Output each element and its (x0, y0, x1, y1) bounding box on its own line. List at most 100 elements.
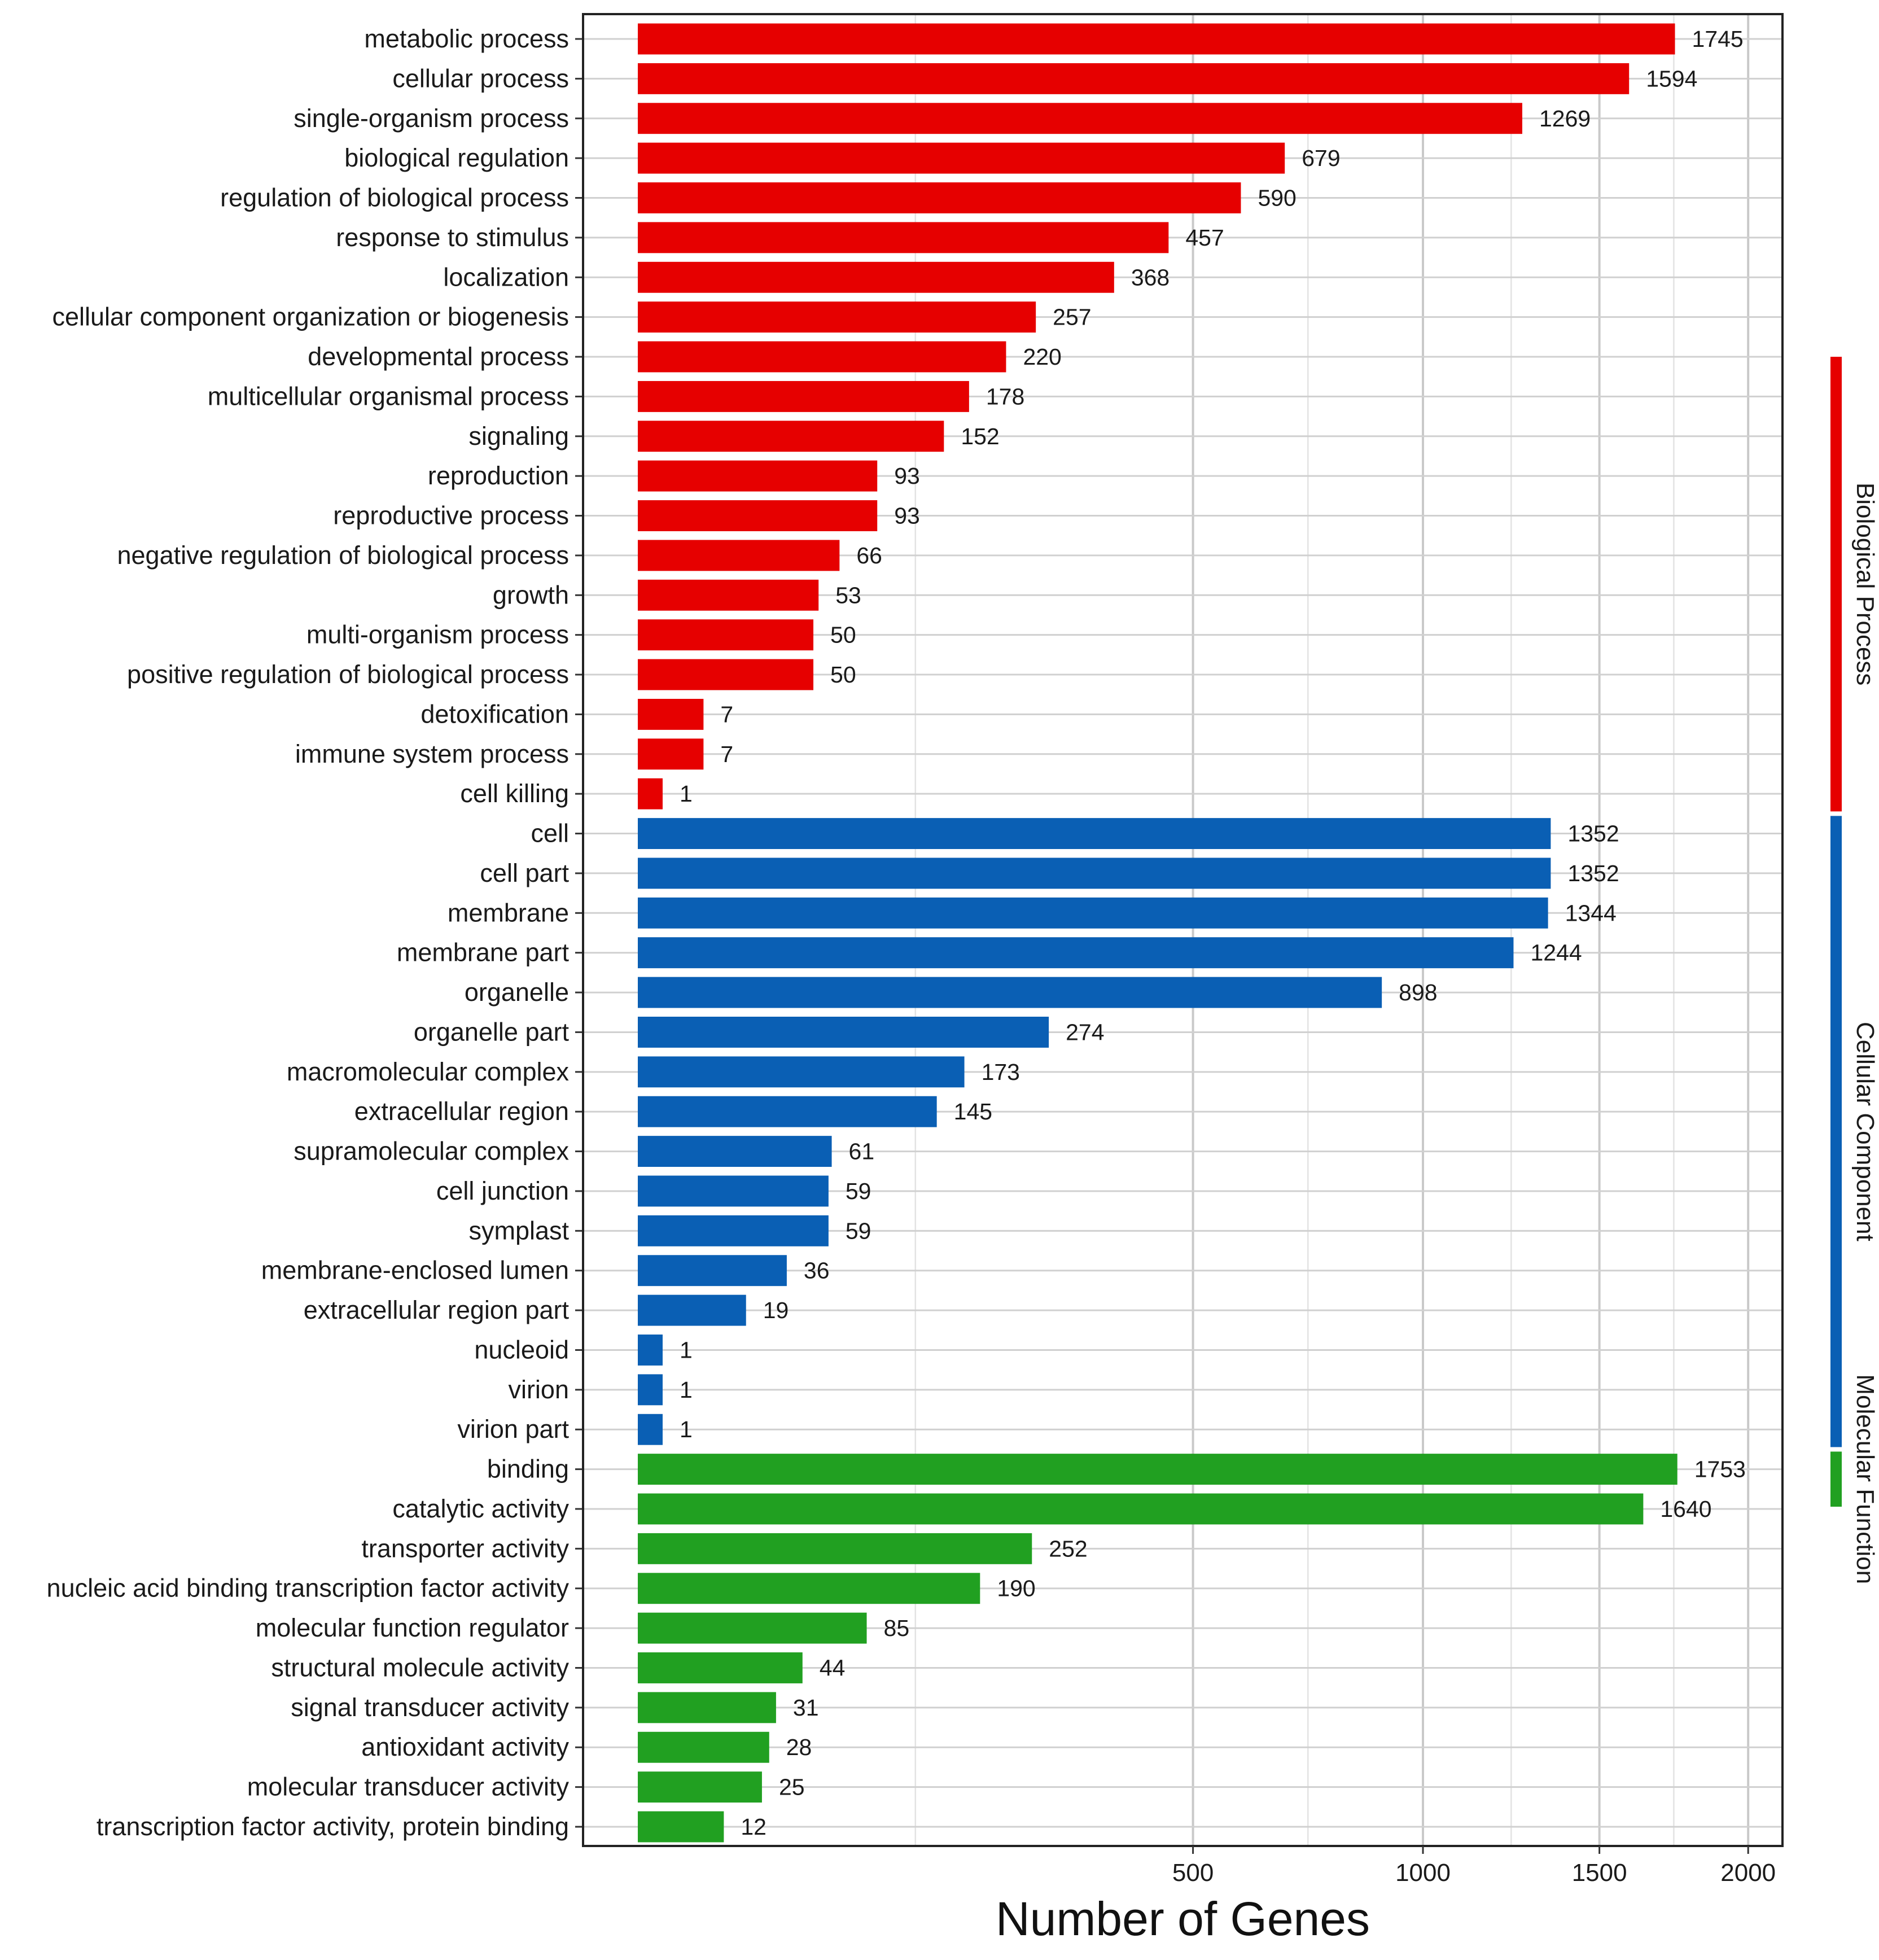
category-label: macromolecular complex (287, 1057, 570, 1086)
bar (638, 738, 704, 770)
x-tick-label: 1500 (1572, 1859, 1627, 1887)
category-label: localization (443, 262, 569, 291)
category-label: multicellular organismal process (208, 382, 569, 410)
bar-value-label: 50 (830, 622, 856, 648)
bar (638, 1374, 663, 1406)
bar (638, 1771, 762, 1803)
bar (638, 421, 944, 452)
bar-value-label: 145 (954, 1099, 992, 1125)
bar (638, 1652, 803, 1683)
group-bar (1830, 816, 1842, 1447)
bar-value-label: 257 (1053, 304, 1091, 330)
bar-value-label: 898 (1399, 979, 1437, 1005)
x-axis-title: Number of Genes (996, 1892, 1370, 1945)
bar-value-label: 93 (894, 463, 920, 489)
bar (638, 579, 819, 611)
bar-value-label: 59 (846, 1178, 871, 1204)
category-label: structural molecule activity (271, 1653, 569, 1682)
bar (638, 1533, 1032, 1564)
bar (638, 1731, 769, 1763)
category-label: reproduction (428, 461, 569, 490)
bar-value-label: 53 (835, 582, 861, 608)
category-label: reproductive process (333, 501, 569, 530)
x-tick-label: 2000 (1720, 1859, 1776, 1887)
category-label: symplast (468, 1216, 569, 1245)
bar (638, 540, 840, 571)
bar-value-label: 1753 (1694, 1456, 1746, 1482)
bar (638, 1612, 867, 1644)
bar (638, 818, 1551, 850)
bar (638, 500, 878, 531)
bar-value-label: 1244 (1530, 940, 1582, 966)
bar-value-label: 590 (1258, 185, 1296, 211)
category-label: single-organism process (294, 104, 569, 133)
category-label: extracellular region (354, 1097, 569, 1126)
category-label: cell junction (436, 1176, 569, 1205)
bar (638, 1096, 937, 1127)
bar-value-label: 1594 (1646, 65, 1697, 91)
bar (638, 1294, 746, 1326)
category-label: metabolic process (364, 24, 569, 53)
category-label: supramolecular complex (294, 1137, 569, 1166)
bar (638, 341, 1006, 373)
bar-value-label: 31 (793, 1695, 819, 1721)
category-label: transcription factor activity, protein b… (97, 1812, 569, 1841)
bar (638, 1136, 832, 1167)
category-label: nucleoid (474, 1335, 569, 1364)
category-label: antioxidant activity (361, 1733, 569, 1761)
bar (638, 1016, 1049, 1048)
bar (638, 698, 704, 730)
bar (638, 1215, 829, 1246)
bar-value-label: 368 (1131, 264, 1170, 290)
bar-value-label: 1745 (1692, 26, 1744, 52)
category-label: immune system process (295, 740, 569, 768)
category-label: positive regulation of biological proces… (127, 660, 569, 689)
bar-value-label: 1352 (1567, 860, 1619, 886)
bar (638, 103, 1522, 134)
bar (638, 182, 1241, 213)
category-label: cell killing (460, 779, 569, 808)
bar-value-label: 93 (894, 503, 920, 529)
plot-panel-border (582, 13, 1784, 1847)
bar (638, 778, 663, 810)
category-label: growth (493, 580, 569, 609)
category-label: response to stimulus (336, 223, 569, 252)
bar-value-label: 1 (680, 781, 693, 807)
category-label: cell (531, 819, 569, 848)
category-label: regulation of biological process (220, 183, 569, 212)
bar-value-label: 1 (680, 1377, 693, 1403)
category-label: biological regulation (344, 143, 569, 172)
bar (638, 1692, 776, 1723)
category-label: molecular transducer activity (247, 1773, 570, 1801)
bar (638, 301, 1036, 333)
category-label: binding (487, 1455, 569, 1484)
category-label: virion (508, 1375, 569, 1404)
bar-value-label: 1 (680, 1337, 693, 1363)
bar-value-label: 28 (786, 1734, 812, 1760)
category-label: cellular component organization or bioge… (52, 303, 569, 331)
bar-value-label: 44 (820, 1655, 846, 1681)
bar-value-label: 190 (997, 1576, 1035, 1602)
group-bar (1830, 1451, 1842, 1507)
category-label: membrane-enclosed lumen (261, 1256, 569, 1285)
group-bar (1830, 357, 1842, 812)
bar-value-label: 252 (1049, 1535, 1087, 1561)
bar (638, 261, 1114, 293)
category-label: membrane part (397, 938, 570, 967)
bar (638, 222, 1169, 253)
bar-value-label: 173 (982, 1059, 1020, 1085)
category-label: extracellular region part (304, 1296, 570, 1324)
category-label: membrane (448, 898, 569, 927)
bar-value-label: 178 (986, 383, 1024, 409)
bar (638, 937, 1514, 969)
bar (638, 142, 1285, 174)
category-label: organelle (465, 978, 569, 1007)
bar-value-label: 66 (856, 542, 882, 568)
bar-value-label: 12 (741, 1814, 767, 1840)
bar-value-label: 274 (1066, 1019, 1104, 1045)
bar-value-label: 19 (763, 1297, 789, 1323)
bar-value-label: 7 (720, 741, 733, 767)
bar (638, 380, 969, 412)
bar (638, 977, 1382, 1008)
